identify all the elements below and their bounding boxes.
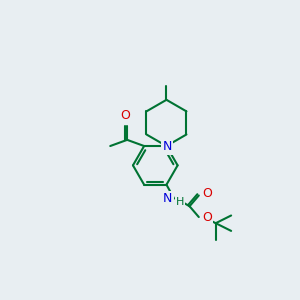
Text: O: O xyxy=(202,188,212,200)
Text: O: O xyxy=(121,109,130,122)
Text: H: H xyxy=(176,197,184,207)
Text: N: N xyxy=(163,192,172,205)
Text: O: O xyxy=(202,211,212,224)
Text: N: N xyxy=(163,140,172,153)
